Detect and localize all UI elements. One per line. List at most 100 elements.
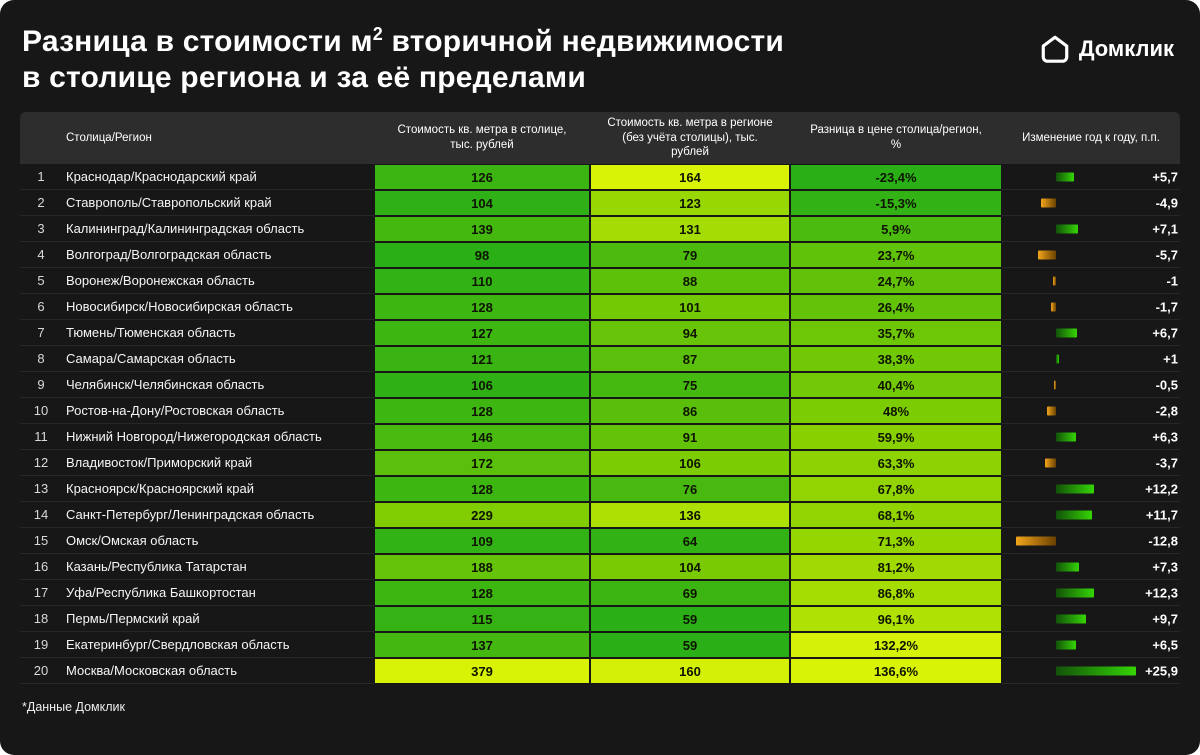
column-header-region: Столица/Регион [66,131,152,144]
page-title: Разница в стоимости м2 вторичной недвижи… [22,24,784,96]
yoy-change-cell: +12,3 [1002,580,1180,606]
row-number: 1 [20,164,62,190]
region-name: Тюмень/Тюменская область [62,320,374,346]
capital-price-cell: 379 [374,658,590,684]
header: Разница в стоимости м2 вторичной недвижи… [0,0,1200,110]
yoy-change-cell: +7,3 [1002,554,1180,580]
region-name: Калининград/Калининградская область [62,216,374,242]
price-diff-cell: 81,2% [790,554,1002,580]
price-diff-cell: 5,9% [790,216,1002,242]
row-number: 9 [20,372,62,398]
price-diff-cell: 40,4% [790,372,1002,398]
row-number: 11 [20,424,62,450]
yoy-value: -4,9 [1155,195,1178,210]
region-price-cell: 86 [590,398,790,424]
price-diff-cell: 24,7% [790,268,1002,294]
capital-price-cell: 109 [374,528,590,554]
yoy-change-cell: +9,7 [1002,606,1180,632]
region-price-cell: 160 [590,658,790,684]
yoy-value: -5,7 [1155,247,1178,262]
table-row: 9 Челябинск/Челябинская область 106 75 40,4%… [20,372,1180,398]
yoy-change-cell: -1 [1002,268,1180,294]
capital-price-cell: 139 [374,216,590,242]
region-price-cell: 59 [590,632,790,658]
yoy-change-cell: +11,7 [1002,502,1180,528]
yoy-value: +5,7 [1152,169,1178,184]
capital-price-cell: 172 [374,450,590,476]
region-price-cell: 88 [590,268,790,294]
table-header-row: Столица/Регион Стоимость кв. метра в сто… [20,112,1180,164]
price-diff-cell: 48% [790,398,1002,424]
region-name: Красноярск/Красноярский край [62,476,374,502]
yoy-value: -12,8 [1148,533,1178,548]
row-number: 13 [20,476,62,502]
region-price-cell: 79 [590,242,790,268]
yoy-value: +6,5 [1152,637,1178,652]
price-diff-cell: 59,9% [790,424,1002,450]
yoy-change-cell: -1,7 [1002,294,1180,320]
yoy-value: +1 [1163,351,1178,366]
row-number: 6 [20,294,62,320]
row-number: 4 [20,242,62,268]
yoy-bar-positive [1056,614,1087,623]
region-name: Казань/Республика Татарстан [62,554,374,580]
region-price-cell: 101 [590,294,790,320]
yoy-bar-positive [1056,510,1093,519]
yoy-bar-negative [1047,406,1056,415]
table-row: 11 Нижний Новгород/Нижегородская область 1… [20,424,1180,450]
yoy-bar-negative [1038,250,1056,259]
capital-price-cell: 229 [374,502,590,528]
yoy-bar-negative [1016,536,1056,545]
yoy-change-cell: +6,5 [1002,632,1180,658]
yoy-value: +6,7 [1152,325,1178,340]
yoy-value: +7,1 [1152,221,1178,236]
capital-price-cell: 121 [374,346,590,372]
region-price-cell: 76 [590,476,790,502]
price-diff-cell: 26,4% [790,294,1002,320]
region-price-cell: 131 [590,216,790,242]
yoy-change-cell: -2,8 [1002,398,1180,424]
yoy-change-cell: +6,3 [1002,424,1180,450]
column-header-price-diff: Разница в цене столица/регион, % [810,124,982,151]
region-name: Волгоград/Волгоградская область [62,242,374,268]
yoy-bar-negative [1054,380,1056,389]
row-number: 5 [20,268,62,294]
region-price-cell: 164 [590,164,790,190]
table-row: 20 Москва/Московская область 379 160 136,6% +… [20,658,1180,684]
region-name: Челябинск/Челябинская область [62,372,374,398]
region-price-cell: 75 [590,372,790,398]
capital-price-cell: 126 [374,164,590,190]
row-number: 3 [20,216,62,242]
price-diff-cell: 96,1% [790,606,1002,632]
table-row: 1 Краснодар/Краснодарский край 126 164 -23,4… [20,164,1180,190]
region-name: Краснодар/Краснодарский край [62,164,374,190]
yoy-value: -3,7 [1155,455,1178,470]
yoy-change-cell: +7,1 [1002,216,1180,242]
row-number: 14 [20,502,62,528]
table-row: 6 Новосибирск/Новосибирская область 128 101… [20,294,1180,320]
capital-price-cell: 128 [374,398,590,424]
capital-price-cell: 146 [374,424,590,450]
table-row: 14 Санкт-Петербург/Ленинградская область 2… [20,502,1180,528]
yoy-value: +25,9 [1145,663,1178,678]
yoy-bar-positive [1056,172,1074,181]
yoy-value: -1 [1166,273,1178,288]
price-diff-cell: 23,7% [790,242,1002,268]
region-price-cell: 64 [590,528,790,554]
table-body: 1 Краснодар/Краснодарский край 126 164 -23,4… [20,164,1180,684]
yoy-bar-negative [1052,276,1056,285]
yoy-change-cell: -4,9 [1002,190,1180,216]
row-number: 10 [20,398,62,424]
yoy-bar-positive [1056,354,1060,363]
capital-price-cell: 106 [374,372,590,398]
capital-price-cell: 188 [374,554,590,580]
row-number: 12 [20,450,62,476]
row-number: 19 [20,632,62,658]
title-line1-part2: вторичной недвижимости [383,25,785,58]
capital-price-cell: 128 [374,580,590,606]
price-diff-cell: 38,3% [790,346,1002,372]
yoy-value: -1,7 [1155,299,1178,314]
yoy-change-cell: +12,2 [1002,476,1180,502]
capital-price-cell: 104 [374,190,590,216]
region-name: Воронеж/Воронежская область [62,268,374,294]
